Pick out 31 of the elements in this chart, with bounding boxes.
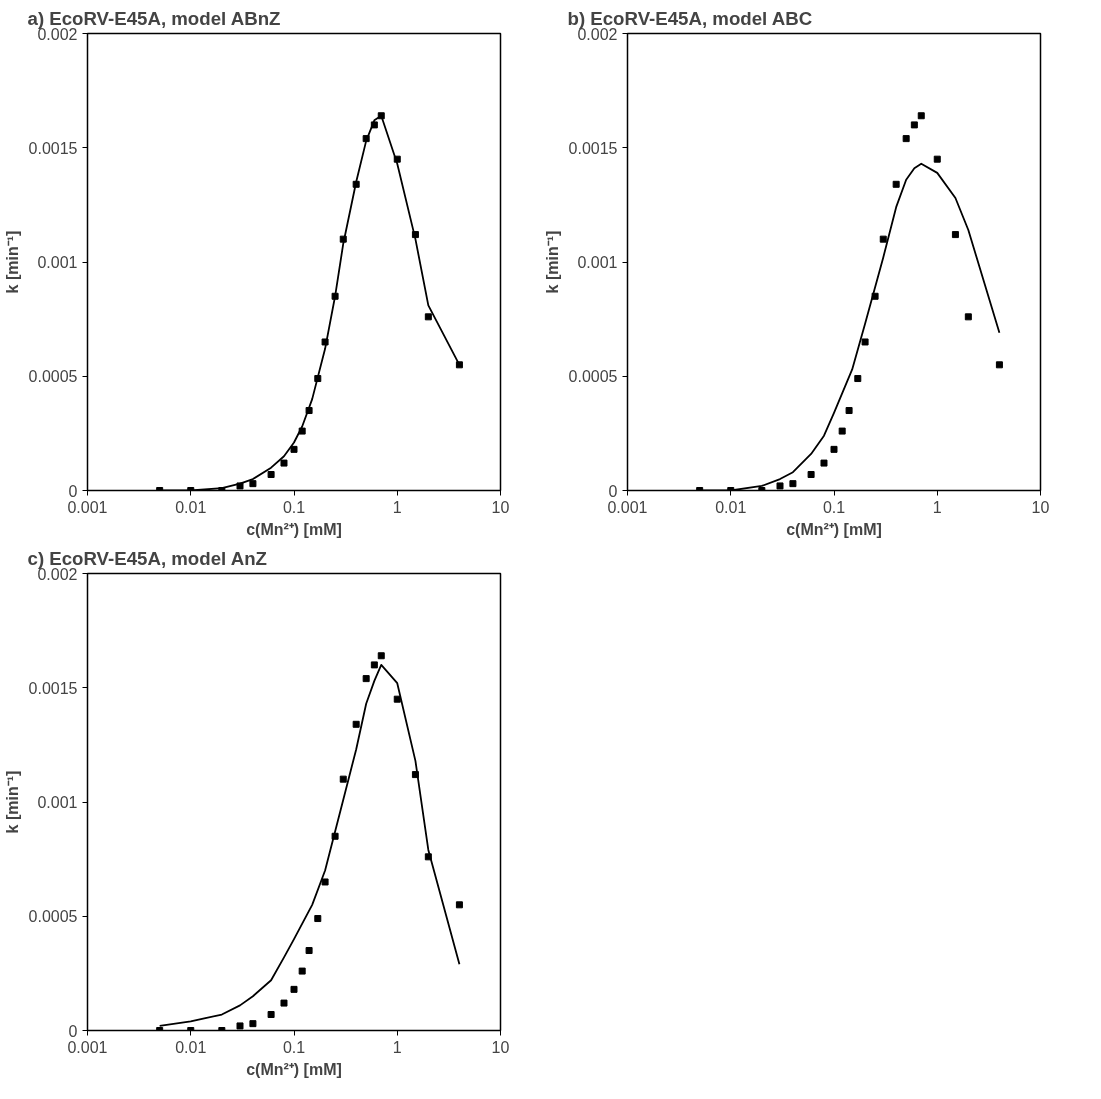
x-tick-label: 0.1 bbox=[282, 1038, 306, 1056]
x-tick-label: 1 bbox=[932, 498, 942, 516]
x-tick-label: 0.001 bbox=[607, 498, 648, 516]
y-tick-label: 0.0015 bbox=[568, 139, 618, 157]
y-tick-label: 0.0005 bbox=[28, 908, 78, 926]
x-tick-label: 0.1 bbox=[282, 498, 306, 516]
y-tick-label: 0.001 bbox=[577, 254, 618, 271]
y-axis-title: k [min⁻¹] bbox=[3, 770, 21, 834]
x-tick-label: 10 bbox=[491, 1038, 510, 1056]
x-tick-label: 0.01 bbox=[175, 498, 207, 516]
y-tick-label: 0.0005 bbox=[28, 368, 78, 386]
y-tick-label: 0.0005 bbox=[568, 368, 618, 386]
y-tick-label: 0 bbox=[68, 482, 78, 500]
x-axis-title: c(Mn²⁺) [mM] bbox=[246, 1060, 342, 1078]
y-axis-title: k [min⁻¹] bbox=[3, 230, 21, 294]
y-tick-label: 0 bbox=[608, 482, 618, 500]
x-tick-label: 1 bbox=[392, 498, 402, 516]
y-axis-title: k [min⁻¹] bbox=[543, 230, 561, 294]
y-tick-label: 0.001 bbox=[37, 254, 78, 271]
y-tick-label: 0.001 bbox=[37, 794, 78, 811]
x-tick-label: 10 bbox=[1031, 498, 1050, 516]
y-tick-label: 0.0015 bbox=[28, 679, 78, 697]
y-tick-label: 0.0015 bbox=[28, 139, 78, 157]
x-axis-title: c(Mn²⁺) [mM] bbox=[246, 520, 342, 538]
x-tick-label: 10 bbox=[491, 498, 510, 516]
x-tick-label: 0.01 bbox=[715, 498, 747, 516]
x-tick-label: 0.01 bbox=[175, 1038, 207, 1056]
x-tick-label: 0.1 bbox=[822, 498, 846, 516]
y-tick-label: 0 bbox=[68, 1022, 78, 1040]
x-tick-label: 1 bbox=[392, 1038, 402, 1056]
x-axis-title: c(Mn²⁺) [mM] bbox=[786, 520, 882, 538]
